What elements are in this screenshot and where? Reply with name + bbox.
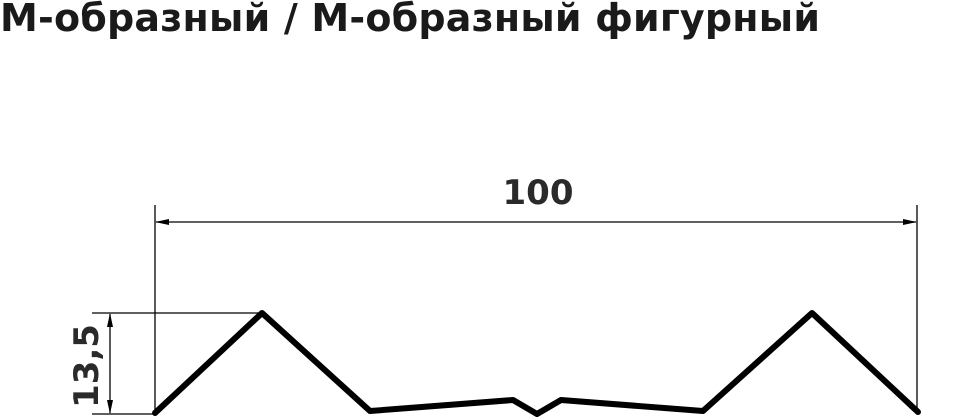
width-label: 100 bbox=[503, 173, 574, 213]
sheet-profile bbox=[152, 310, 921, 417]
height-label: 13,5 bbox=[67, 324, 107, 408]
diagram-title: М-образный / М-образный фигурный bbox=[0, 0, 821, 40]
